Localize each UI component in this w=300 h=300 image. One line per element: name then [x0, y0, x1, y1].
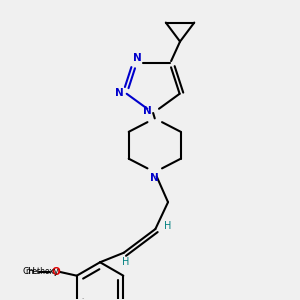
Text: N: N	[143, 106, 152, 116]
Text: CH₃: CH₃	[23, 267, 40, 276]
Text: H: H	[164, 221, 171, 231]
Text: N: N	[116, 88, 124, 98]
Text: methoxy: methoxy	[25, 267, 59, 276]
Text: H: H	[122, 256, 129, 267]
Text: N: N	[150, 173, 159, 183]
Text: N: N	[133, 53, 142, 63]
Text: O: O	[51, 267, 60, 277]
